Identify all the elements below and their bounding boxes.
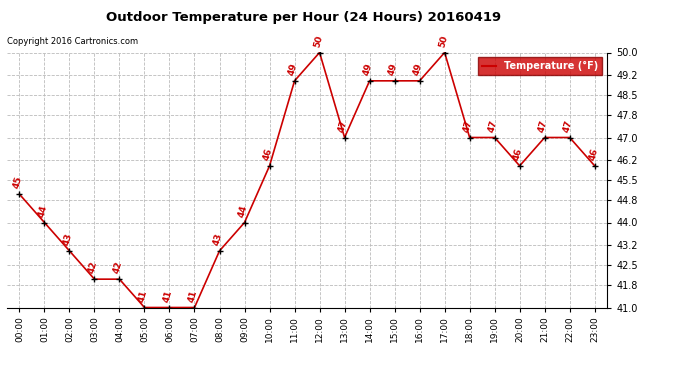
Text: 47: 47 <box>487 119 500 134</box>
Text: Copyright 2016 Cartronics.com: Copyright 2016 Cartronics.com <box>7 38 138 46</box>
Text: 49: 49 <box>387 62 400 76</box>
Text: 46: 46 <box>587 147 600 162</box>
Text: 43: 43 <box>62 232 74 247</box>
Text: 47: 47 <box>562 119 574 134</box>
Text: 43: 43 <box>212 232 224 247</box>
Text: 46: 46 <box>262 147 274 162</box>
Text: 42: 42 <box>87 261 99 275</box>
Text: 41: 41 <box>187 289 199 303</box>
Text: 42: 42 <box>112 261 124 275</box>
Text: 47: 47 <box>538 119 549 134</box>
Text: 46: 46 <box>512 147 524 162</box>
Text: 47: 47 <box>462 119 474 134</box>
Text: 50: 50 <box>312 34 324 48</box>
Legend: Temperature (°F): Temperature (°F) <box>478 57 602 75</box>
Text: 49: 49 <box>287 62 299 76</box>
Text: 49: 49 <box>412 62 424 76</box>
Text: 44: 44 <box>237 204 249 218</box>
Text: 44: 44 <box>37 204 49 218</box>
Text: 47: 47 <box>337 119 349 134</box>
Text: 41: 41 <box>162 289 174 303</box>
Text: 49: 49 <box>362 62 374 76</box>
Text: 41: 41 <box>137 289 149 303</box>
Text: Outdoor Temperature per Hour (24 Hours) 20160419: Outdoor Temperature per Hour (24 Hours) … <box>106 11 501 24</box>
Text: 50: 50 <box>437 34 449 48</box>
Text: 45: 45 <box>12 176 24 190</box>
